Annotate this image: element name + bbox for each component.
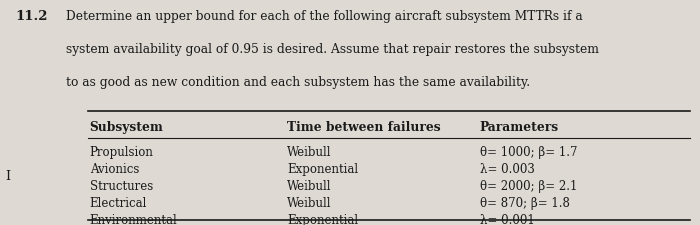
Text: Avionics: Avionics (90, 162, 139, 175)
Text: Structures: Structures (90, 179, 153, 192)
Text: Weibull: Weibull (287, 145, 332, 158)
Text: θ= 870; β= 1.8: θ= 870; β= 1.8 (480, 196, 569, 209)
Text: to as good as new condition and each subsystem has the same availability.: to as good as new condition and each sub… (66, 75, 531, 88)
Text: λ= 0.003: λ= 0.003 (480, 162, 534, 175)
Text: Environmental: Environmental (90, 213, 177, 225)
Text: θ= 2000; β= 2.1: θ= 2000; β= 2.1 (480, 179, 577, 192)
Text: Subsystem: Subsystem (90, 121, 164, 134)
Text: Parameters: Parameters (480, 121, 559, 134)
Text: Exponential: Exponential (287, 162, 358, 175)
Text: Propulsion: Propulsion (90, 145, 153, 158)
Text: θ= 1000; β= 1.7: θ= 1000; β= 1.7 (480, 145, 577, 158)
Text: λ= 0.001: λ= 0.001 (480, 213, 534, 225)
Text: I: I (6, 169, 10, 182)
Text: system availability goal of 0.95 is desired. Assume that repair restores the sub: system availability goal of 0.95 is desi… (66, 43, 599, 56)
Text: 11.2: 11.2 (15, 10, 48, 23)
Text: Exponential: Exponential (287, 213, 358, 225)
Text: Weibull: Weibull (287, 196, 332, 209)
Text: Determine an upper bound for each of the following aircraft subsystem MTTRs if a: Determine an upper bound for each of the… (66, 10, 583, 23)
Text: Weibull: Weibull (287, 179, 332, 192)
Text: Electrical: Electrical (90, 196, 147, 209)
Text: Time between failures: Time between failures (287, 121, 440, 134)
